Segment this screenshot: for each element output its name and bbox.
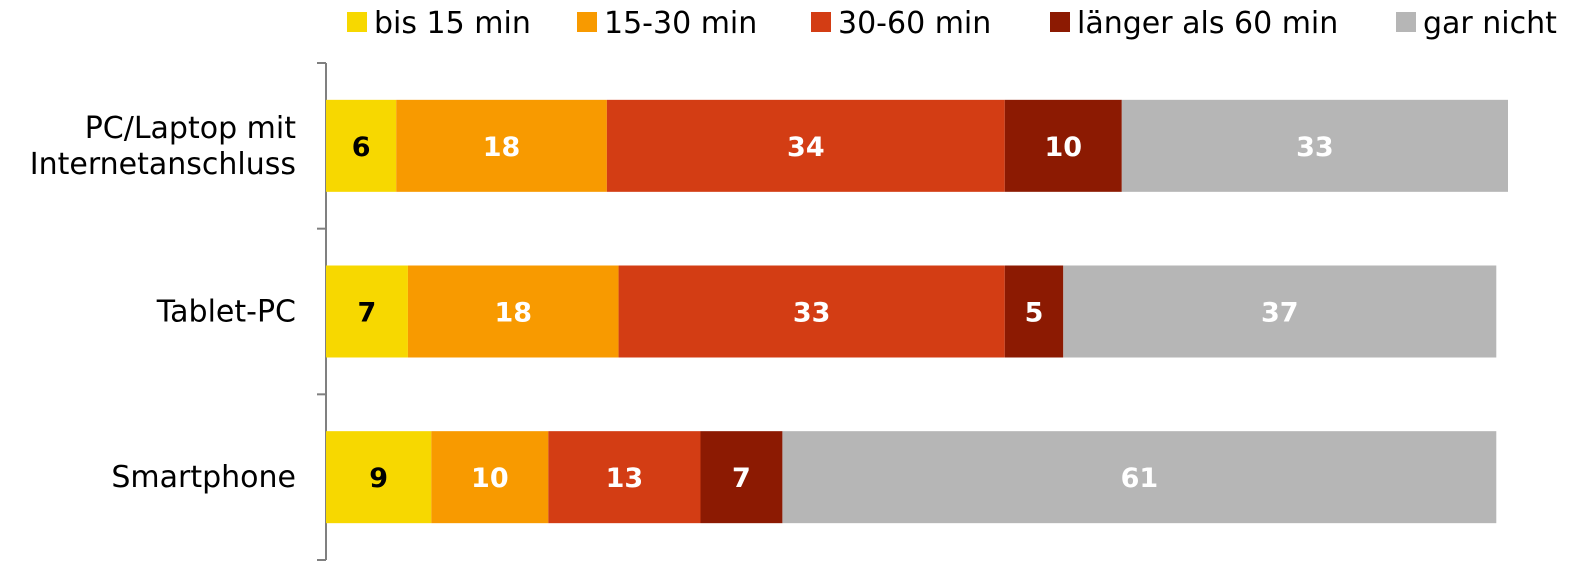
bar-segment <box>782 431 1497 524</box>
category-label-line: Tablet-PC <box>156 295 296 330</box>
bar-segment <box>700 431 783 524</box>
data-label: 7 <box>358 298 377 329</box>
legend-label: gar nicht <box>1423 6 1557 41</box>
data-label: 34 <box>787 132 825 163</box>
legend-swatch <box>1396 12 1416 32</box>
legend-label: 15-30 min <box>604 6 757 41</box>
category-label-line: Internetanschluss <box>30 147 296 182</box>
data-label: 5 <box>1025 298 1044 329</box>
legend-label: 30-60 min <box>838 6 991 41</box>
legend-swatch <box>811 12 831 32</box>
category-labels: PC/Laptop mit Internetanschluss Tablet-PC S… <box>30 111 296 495</box>
bar-segment <box>431 431 549 524</box>
data-label: 9 <box>369 463 388 494</box>
data-label: 33 <box>1296 132 1334 163</box>
bar-segment <box>326 431 432 524</box>
category-axis <box>317 62 327 561</box>
data-label: 6 <box>352 132 371 163</box>
data-label: 10 <box>471 463 509 494</box>
legend: bis 15 min 15-30 min 30-60 min länger als 6… <box>347 6 1557 41</box>
bar-segment <box>1063 265 1497 358</box>
category-label-line: PC/Laptop mit <box>85 111 297 146</box>
legend-label: bis 15 min <box>374 6 531 41</box>
bars: 6 18 34 10 33 7 18 33 5 37 9 10 13 7 61 <box>326 99 1508 524</box>
data-label: 7 <box>732 463 751 494</box>
bar-segment <box>606 99 1005 192</box>
bar-segment <box>326 99 397 192</box>
bar-segment <box>1004 99 1122 192</box>
category-label: PC/Laptop mit Internetanschluss <box>30 111 296 182</box>
bar-segment <box>326 265 408 358</box>
legend-swatch <box>577 12 597 32</box>
data-label: 33 <box>793 298 831 329</box>
legend-swatch <box>347 12 367 32</box>
bar-segment <box>407 265 619 358</box>
data-label: 13 <box>606 463 644 494</box>
legend-label: länger als 60 min <box>1077 6 1338 41</box>
data-label: 18 <box>483 132 521 163</box>
bar-segment <box>396 99 607 192</box>
data-label: 18 <box>494 298 532 329</box>
category-label: Smartphone <box>111 460 296 495</box>
category-label: Tablet-PC <box>156 295 296 330</box>
bar-segment <box>618 265 1005 358</box>
data-label: 61 <box>1121 463 1159 494</box>
data-label: 37 <box>1261 298 1299 329</box>
category-label-line: Smartphone <box>111 460 296 495</box>
legend-swatch <box>1050 12 1070 32</box>
bar-segment <box>1121 99 1508 192</box>
bar-segment <box>548 431 701 524</box>
bar-segment <box>1004 265 1064 358</box>
data-label: 10 <box>1044 132 1082 163</box>
